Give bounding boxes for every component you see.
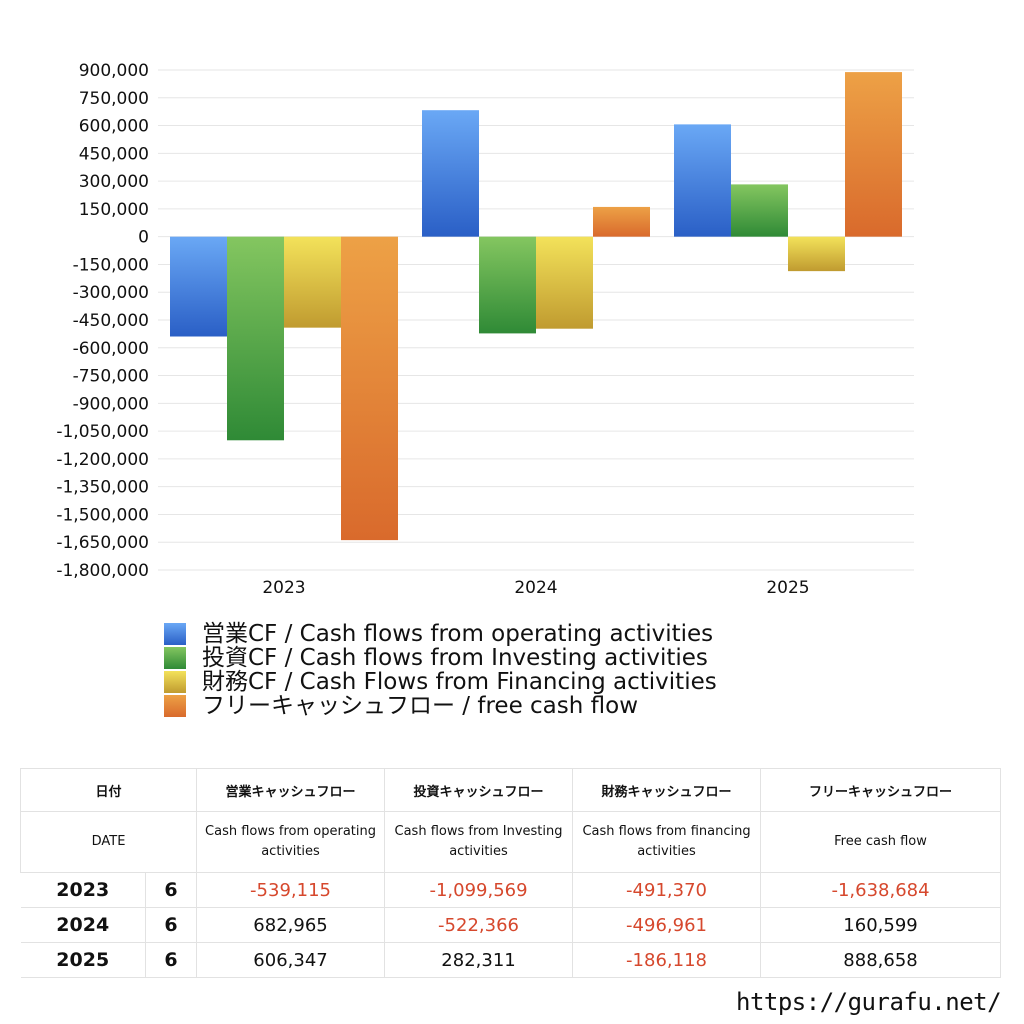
cell-investing: -522,366 bbox=[384, 907, 574, 943]
x-axis-ticks: 2023 2024 2025 bbox=[262, 578, 809, 598]
cell-free-cash-flow: 160,599 bbox=[760, 907, 1002, 943]
cash-flow-table: 日付 営業キャッシュフロー 投資キャッシュフロー 財務キャッシュフロー フリーキ… bbox=[19, 768, 1002, 978]
legend-label-operating: 営業CF / Cash flows from operating activit… bbox=[202, 621, 714, 647]
header-investing-jp: 投資キャッシュフロー bbox=[384, 768, 574, 812]
cell-financing: -186,118 bbox=[572, 942, 762, 978]
legend-swatch-investing bbox=[164, 647, 186, 669]
header-free-cash-flow-en: Free cash flow bbox=[760, 811, 1002, 873]
legend-label-financing: 財務CF / Cash Flows from Financing activit… bbox=[202, 669, 717, 695]
header-financing-en: Cash flows from financing activities bbox=[572, 811, 762, 873]
bar-free-cash-flow-2023 bbox=[341, 236, 398, 541]
y-tick-label: 150,000 bbox=[79, 200, 149, 220]
header-operating-en: Cash flows from operating activities bbox=[196, 811, 386, 873]
table-header-en: DATE Cash flows from operating activitie… bbox=[19, 811, 1002, 873]
table-row: 2023 6 -539,115 -1,099,569 -491,370 -1,6… bbox=[20, 872, 1002, 908]
header-investing-en: Cash flows from Investing activities bbox=[384, 811, 574, 873]
y-tick-label: -750,000 bbox=[73, 367, 149, 387]
y-tick-label: 450,000 bbox=[79, 144, 149, 164]
y-axis-ticks: 900,000 750,000 600,000 450,000 300,000 150,0… bbox=[56, 61, 149, 581]
bar-free-cash-flow-2024 bbox=[593, 206, 650, 237]
y-tick-label: 600,000 bbox=[79, 117, 149, 137]
y-tick-label: -150,000 bbox=[73, 255, 149, 275]
y-tick-label: -1,050,000 bbox=[56, 422, 149, 442]
cell-operating: -539,115 bbox=[196, 872, 386, 908]
cell-operating: 606,347 bbox=[196, 942, 386, 978]
cell-free-cash-flow: 888,658 bbox=[760, 942, 1002, 978]
bar-operating-2023 bbox=[170, 236, 227, 337]
cell-financing: -491,370 bbox=[572, 872, 762, 908]
legend-item-operating: 営業CF / Cash flows from operating activit… bbox=[164, 622, 717, 646]
y-tick-label: -1,200,000 bbox=[56, 450, 149, 470]
header-free-cash-flow-jp: フリーキャッシュフロー bbox=[760, 768, 1002, 812]
legend: 営業CF / Cash flows from operating activit… bbox=[164, 622, 717, 718]
legend-item-free-cash-flow: フリーキャッシュフロー / free cash flow bbox=[164, 694, 717, 718]
row-year: 2025 bbox=[20, 942, 146, 978]
cell-financing: -496,961 bbox=[572, 907, 762, 943]
y-tick-label: 900,000 bbox=[79, 61, 149, 81]
legend-swatch-free-cash-flow bbox=[164, 695, 186, 717]
legend-item-investing: 投資CF / Cash flows from Investing activit… bbox=[164, 646, 717, 670]
row-year: 2023 bbox=[20, 872, 146, 908]
x-tick-label: 2025 bbox=[766, 578, 809, 598]
bar-operating-2024 bbox=[422, 110, 479, 237]
table-row: 2024 6 682,965 -522,366 -496,961 160,599 bbox=[20, 907, 1002, 943]
header-date-jp: 日付 bbox=[19, 768, 198, 812]
header-financing-jp: 財務キャッシュフロー bbox=[572, 768, 762, 812]
legend-item-financing: 財務CF / Cash Flows from Financing activit… bbox=[164, 670, 717, 694]
site-url[interactable]: https://gurafu.net/ bbox=[736, 988, 1002, 1016]
bar-financing-2025 bbox=[788, 236, 845, 272]
row-month: 6 bbox=[144, 872, 198, 908]
y-tick-label: 0 bbox=[138, 228, 149, 248]
y-tick-label: -1,650,000 bbox=[56, 533, 149, 553]
legend-swatch-financing bbox=[164, 671, 186, 693]
cell-operating: 682,965 bbox=[196, 907, 386, 943]
bar-financing-2024 bbox=[536, 236, 593, 329]
y-tick-label: -1,800,000 bbox=[56, 561, 149, 581]
cash-flow-bar-chart: 900,000 750,000 600,000 450,000 300,000 150,0… bbox=[56, 61, 914, 598]
y-tick-label: -900,000 bbox=[73, 394, 149, 414]
y-tick-label: -450,000 bbox=[73, 311, 149, 331]
legend-label-investing: 投資CF / Cash flows from Investing activit… bbox=[202, 645, 708, 671]
row-month: 6 bbox=[144, 942, 198, 978]
bar-financing-2023 bbox=[284, 236, 341, 328]
y-tick-label: 300,000 bbox=[79, 172, 149, 192]
table-header-jp: 日付 営業キャッシュフロー 投資キャッシュフロー 財務キャッシュフロー フリーキ… bbox=[19, 768, 1002, 812]
row-month: 6 bbox=[144, 907, 198, 943]
bar-free-cash-flow-2025 bbox=[845, 72, 902, 237]
y-tick-label: 750,000 bbox=[79, 89, 149, 109]
bar-investing-2024 bbox=[479, 236, 536, 334]
table-row: 2025 6 606,347 282,311 -186,118 888,658 bbox=[20, 942, 1002, 978]
cell-free-cash-flow: -1,638,684 bbox=[760, 872, 1002, 908]
bar-operating-2025 bbox=[674, 124, 731, 237]
cell-investing: 282,311 bbox=[384, 942, 574, 978]
y-tick-label: -300,000 bbox=[73, 283, 149, 303]
x-tick-label: 2023 bbox=[262, 578, 305, 598]
y-tick-label: -600,000 bbox=[73, 339, 149, 359]
x-tick-label: 2024 bbox=[514, 578, 557, 598]
legend-label-free-cash-flow: フリーキャッシュフロー / free cash flow bbox=[202, 693, 639, 719]
y-tick-label: -1,500,000 bbox=[56, 505, 149, 525]
header-date-en: DATE bbox=[19, 811, 198, 873]
bar-investing-2023 bbox=[227, 236, 284, 441]
y-tick-label: -1,350,000 bbox=[56, 478, 149, 498]
header-operating-jp: 営業キャッシュフロー bbox=[196, 768, 386, 812]
bars bbox=[170, 72, 902, 541]
legend-swatch-operating bbox=[164, 623, 186, 645]
row-year: 2024 bbox=[20, 907, 146, 943]
bar-investing-2025 bbox=[731, 184, 788, 237]
cell-investing: -1,099,569 bbox=[384, 872, 574, 908]
